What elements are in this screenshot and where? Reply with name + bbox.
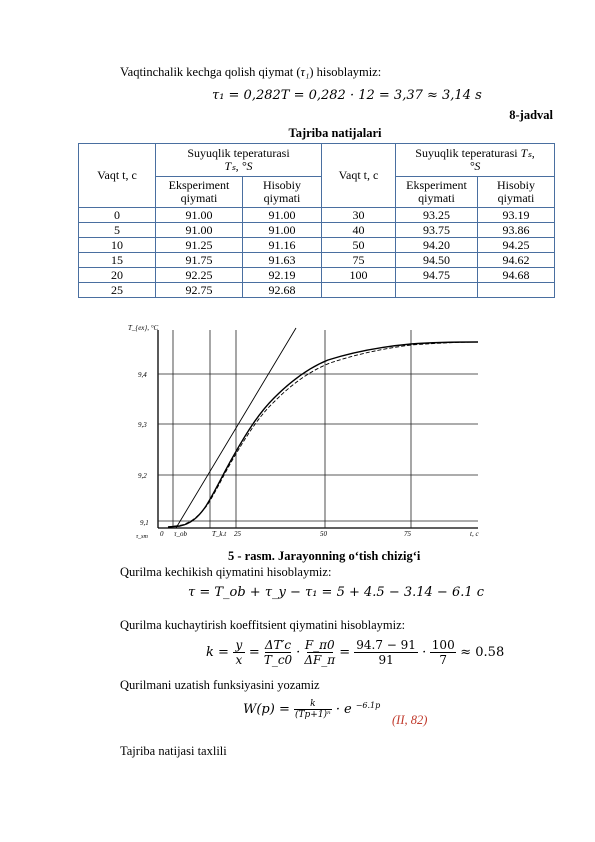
header-calc-left: Hisobiy qiymati: [242, 176, 322, 208]
grid-horizontal: [158, 373, 478, 522]
x-tick-75: 75: [404, 530, 412, 538]
header-time-right: Vaqt t, c: [321, 143, 396, 208]
transfer-line: Qurilmani uzatish funksiyasini yozamiz: [120, 678, 320, 692]
header-calc-right: Hisobiy qiymati: [476, 176, 556, 208]
x-tick-tkt: T_k.t: [212, 530, 227, 538]
y-tick-93: 9,3: [138, 421, 147, 429]
equation-transfer: W(p) = k (Tp+1)ⁿ · e −6.1p: [243, 698, 381, 720]
grid-vertical: [172, 330, 412, 528]
x-axis-label: t, c: [470, 530, 479, 538]
delay-line: Qurilma kechikish qiymatini hisoblaymiz:: [120, 565, 332, 579]
intro-symbol: τ₁: [300, 65, 310, 79]
experimental-curve: [167, 341, 479, 528]
intro-prefix: Vaqtinchalik kechga qolish qiymat (: [120, 65, 301, 79]
t-sym-label: τ_sm: [136, 534, 148, 540]
figure-caption: 5 - rasm. Jarayonning o‘tish chizig‘i: [228, 549, 421, 563]
table-title: Tajriba natijalari: [288, 126, 382, 140]
y-tick-92: 9,2: [138, 472, 147, 480]
x-tick-tau-ob: τ_ob: [174, 530, 188, 538]
gain-line: Qurilma kuchaytirish koeffitsient qiymat…: [120, 618, 406, 632]
transient-figure: T_{ex}, °C 9,4 9,3 9,2 9,1 0 τ_ob T_k.t …: [128, 324, 479, 540]
equation-delay: τ = T_ob + τ_y − τ₁ = 5 + 4.5 − 3.14 − 6…: [188, 585, 485, 600]
results-table: Vaqt t, c Suyuqlik teperaturasi Tₛ, °S V…: [78, 143, 556, 298]
table-row: 10 91.25 91.16 50 94.20 94.25: [78, 237, 556, 253]
equation-tau1: τ₁ = 0,282T = 0,282 · 12 = 3,37 ≈ 3,14 s: [212, 88, 482, 103]
tangent-line: [175, 327, 297, 529]
result-line: Tajriba natijasi taxlili: [120, 744, 227, 758]
table-row: 20 92.25 92.19 100 94.75 94.68: [78, 267, 556, 283]
calculated-curve: [167, 341, 479, 528]
intro-suffix: ) hisoblaymiz:: [309, 65, 382, 79]
x-tick-50: 50: [320, 530, 328, 538]
header-exp-left: Eksperiment qiymati: [155, 176, 243, 208]
table-row: 5 91.00 91.00 40 93.75 93.86: [78, 222, 556, 238]
y-axis-label: T_{ex}, °C: [128, 324, 159, 332]
table-number: 8-jadval: [509, 108, 553, 122]
table-row: 15 91.75 91.63 75 94.50 94.62: [78, 252, 556, 268]
table-row: 25 92.75 92.68: [78, 282, 556, 298]
header-temp-left: Suyuqlik teperaturasi Tₛ, °S: [155, 143, 322, 177]
intro-line: Vaqtinchalik kechga qolish qiymat (τ₁) h…: [120, 65, 381, 79]
header-temp-right: Suyuqlik teperaturasi Tₛ, °S: [394, 143, 556, 177]
y-tick-91: 9,1: [140, 519, 149, 527]
table-row: 0 91.00 91.00 30 93.25 93.19: [78, 207, 556, 223]
equation-gain: k = y x = ΔT′c T_c0 · F_π0 ΔF_π = 94.7 −…: [206, 637, 505, 667]
formula-ref: (II, 82): [392, 713, 428, 727]
y-tick-94: 9,4: [138, 371, 147, 379]
x-tick-25: 25: [234, 530, 242, 538]
x-tick-0: 0: [160, 530, 164, 538]
header-exp-right: Eksperiment qiymati: [395, 176, 478, 208]
header-time-left: Vaqt t, c: [78, 143, 156, 208]
